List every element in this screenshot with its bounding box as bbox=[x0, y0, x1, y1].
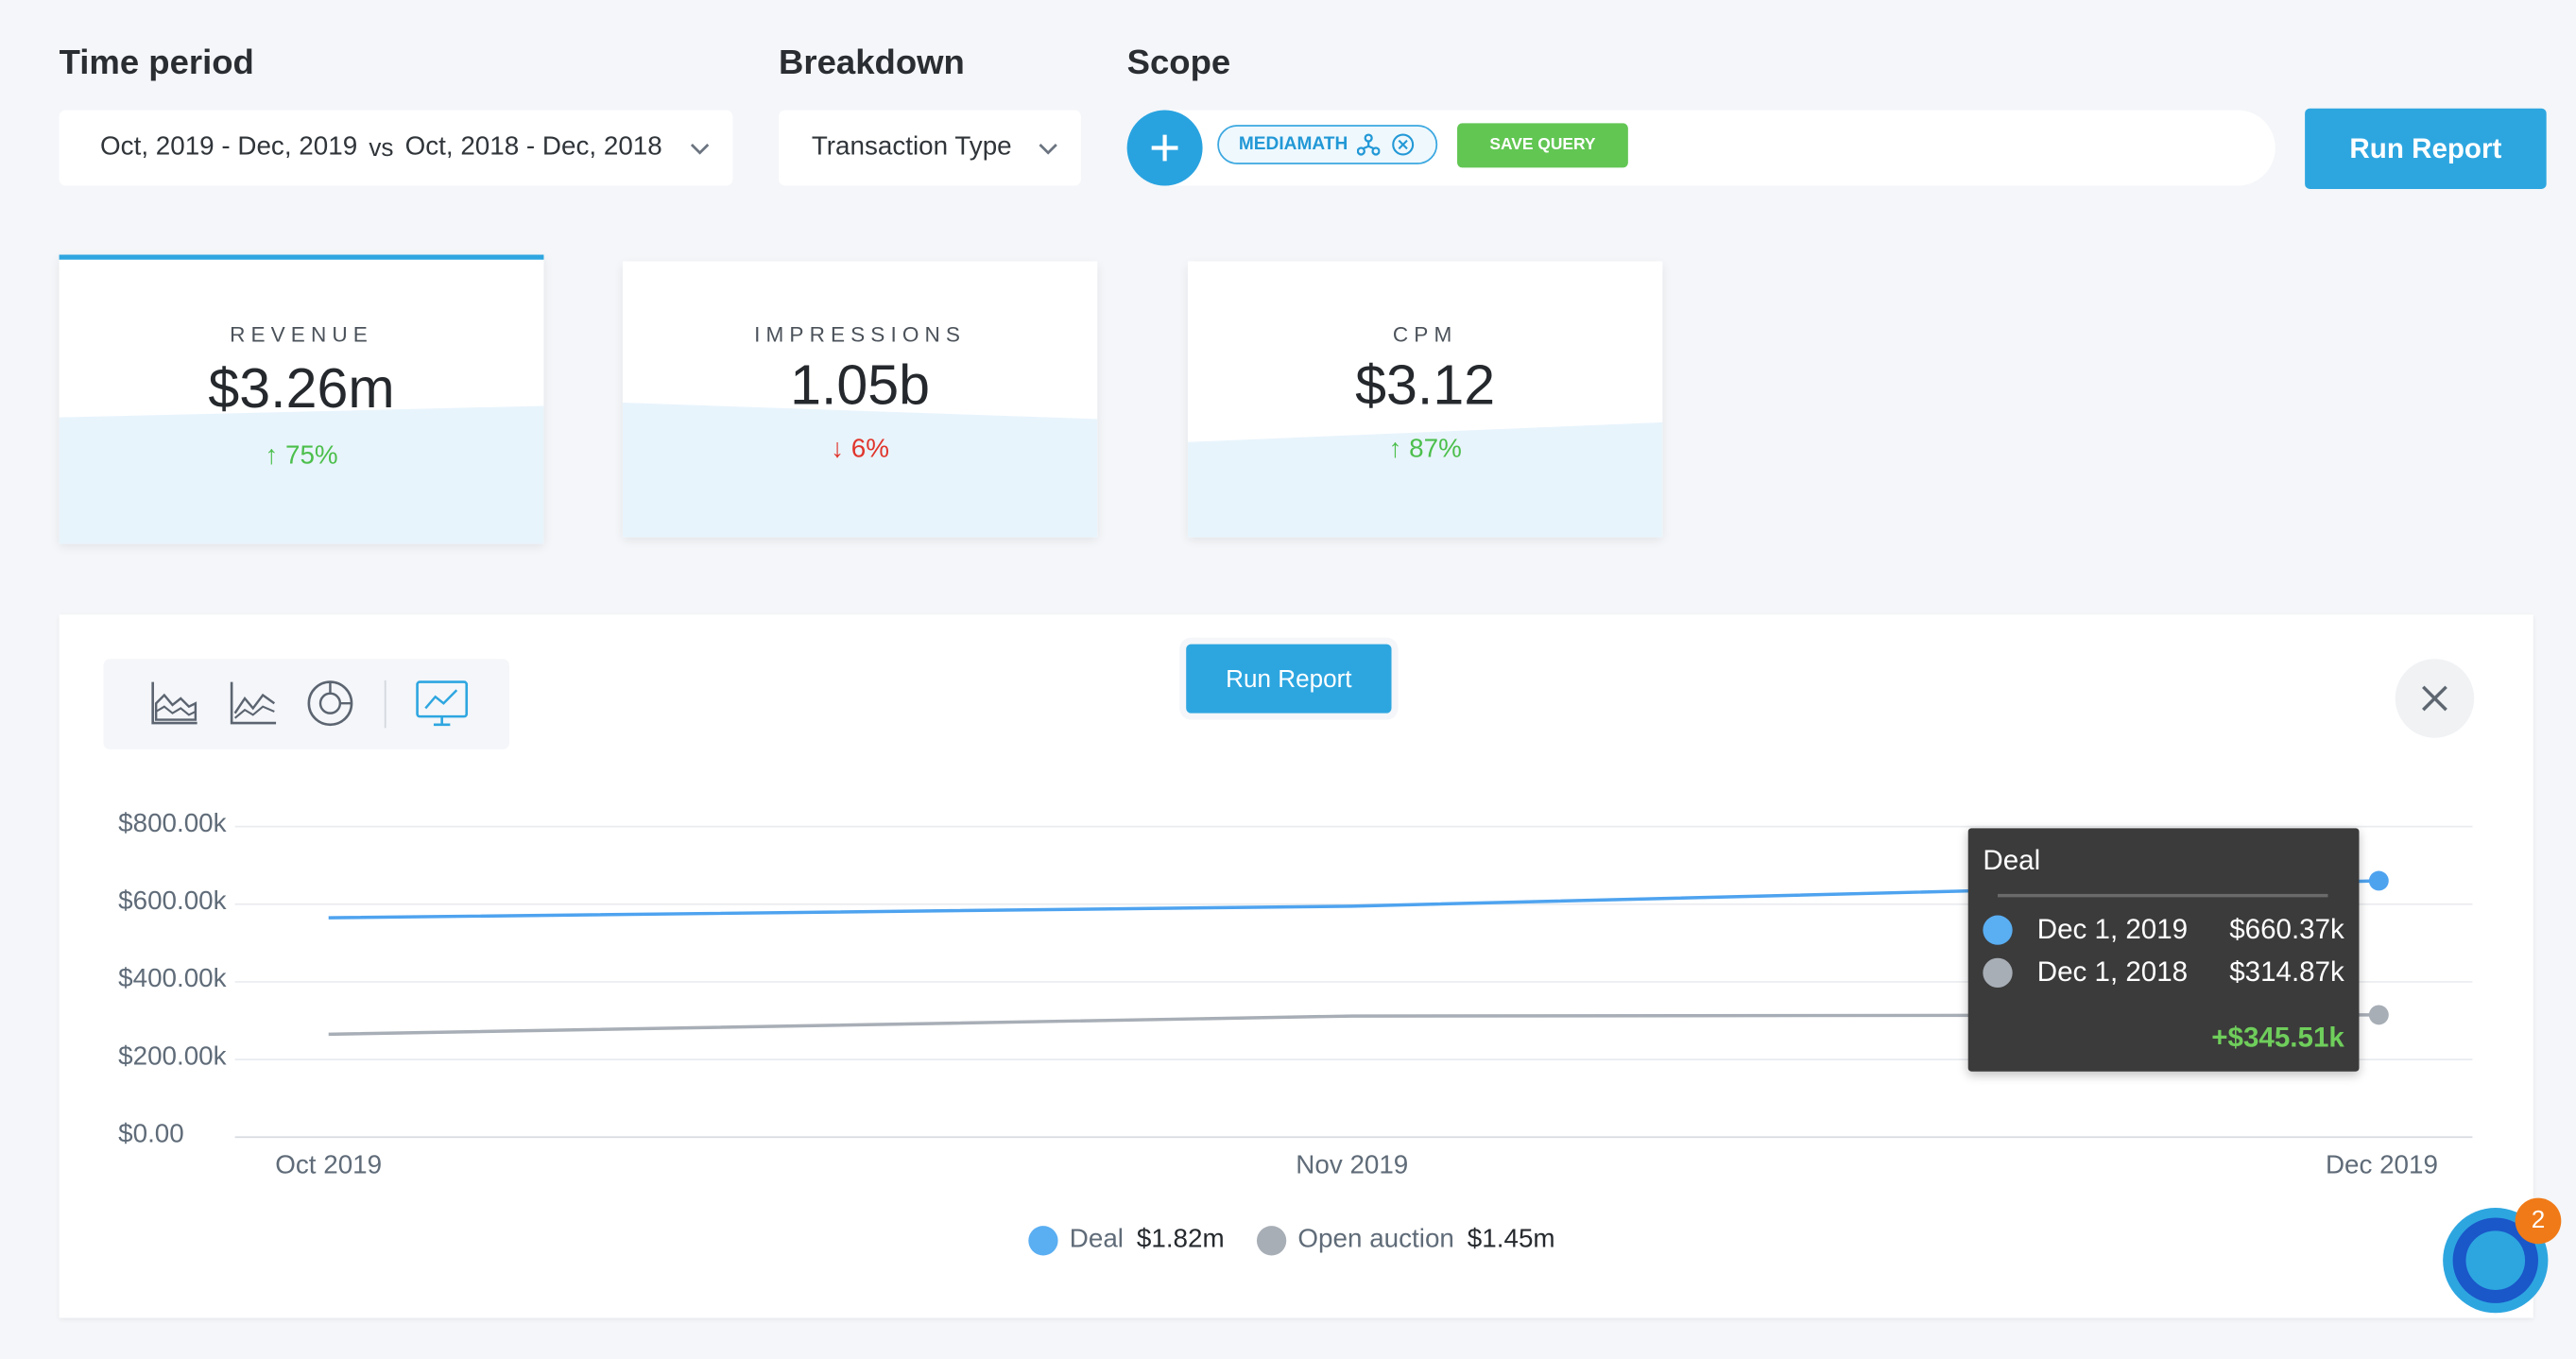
close-icon[interactable] bbox=[2395, 659, 2475, 738]
kpi-card-impressions[interactable]: IMPRESSIONS 1.05b ↓ 6% bbox=[622, 261, 1098, 538]
kpi-sparkline-area bbox=[59, 405, 544, 544]
x-tick-label: Oct 2019 bbox=[275, 1150, 382, 1179]
time-period-current: Oct, 2019 - Dec, 2019 bbox=[100, 132, 358, 162]
legend-dot bbox=[1256, 1226, 1287, 1256]
kpi-sparkline-area bbox=[1187, 421, 1663, 538]
hierarchy-icon bbox=[1357, 133, 1382, 156]
kpi-sparkline-area bbox=[622, 403, 1098, 538]
chart-run-report-button[interactable]: Run Report bbox=[1186, 644, 1392, 714]
scope-tag-mediamath[interactable]: MEDIAMATH bbox=[1217, 125, 1438, 164]
legend-total: $1.82m bbox=[1136, 1226, 1225, 1254]
chart-tooltip: Deal Dec 1, 2019 $660.37k Dec 1, 2018 $3… bbox=[1967, 828, 2360, 1072]
kpi-card-revenue[interactable]: REVENUE $3.26m ↑ 75% bbox=[59, 254, 544, 544]
y-tick-label: $600.00k bbox=[118, 886, 226, 915]
x-tick-label: Dec 2019 bbox=[2326, 1150, 2438, 1179]
tooltip-row-value: $660.37k bbox=[2229, 913, 2344, 945]
kpi-value: $3.26m bbox=[208, 358, 395, 421]
save-query-button[interactable]: SAVE QUERY bbox=[1457, 123, 1628, 168]
data-point bbox=[2368, 870, 2389, 891]
y-tick-label: $400.00k bbox=[118, 963, 226, 992]
chat-widget-button[interactable]: 2 bbox=[2440, 1197, 2562, 1316]
legend-item-deal[interactable]: Deal $1.82m bbox=[1028, 1226, 1225, 1256]
scope-label: Scope bbox=[1126, 43, 1231, 82]
legend-name: Deal bbox=[1069, 1226, 1124, 1254]
y-tick-label: $800.00k bbox=[118, 808, 226, 837]
plus-icon bbox=[1151, 134, 1178, 162]
time-period-vs: vs bbox=[369, 133, 394, 163]
chart-type-toolbar bbox=[103, 659, 509, 749]
chevron-down-icon bbox=[690, 135, 710, 160]
legend-name: Open auction bbox=[1297, 1226, 1454, 1254]
tooltip-divider bbox=[1998, 893, 2328, 898]
tooltip-row: Dec 1, 2019 $660.37k bbox=[1983, 912, 2344, 948]
legend-dot bbox=[1028, 1226, 1058, 1256]
monitor-chart-icon[interactable] bbox=[414, 676, 470, 731]
tooltip-title: Deal bbox=[1983, 844, 2041, 876]
kpi-title: IMPRESSIONS bbox=[754, 321, 967, 347]
time-period-select[interactable]: Oct, 2019 - Dec, 2019 vs Oct, 2018 - Dec… bbox=[59, 110, 733, 186]
kpi-value: 1.05b bbox=[790, 354, 931, 418]
kpi-title: REVENUE bbox=[230, 321, 373, 347]
tooltip-row-date: Dec 1, 2019 bbox=[2036, 913, 2189, 945]
time-period-label: Time period bbox=[59, 43, 254, 82]
remove-tag-icon[interactable] bbox=[1392, 133, 1415, 156]
breakdown-label: Breakdown bbox=[779, 43, 965, 82]
run-report-button[interactable]: Run Report bbox=[2305, 108, 2547, 189]
data-point bbox=[2368, 1005, 2389, 1025]
time-period-compare: Oct, 2018 - Dec, 2018 bbox=[404, 132, 662, 162]
area-chart-icon[interactable] bbox=[146, 676, 202, 731]
kpi-card-cpm[interactable]: CPM $3.12 ↑ 87% bbox=[1187, 261, 1663, 538]
chevron-down-icon bbox=[1039, 135, 1058, 160]
y-tick-label: $0.00 bbox=[118, 1118, 184, 1147]
kpi-value: $3.12 bbox=[1355, 354, 1496, 418]
kpi-delta: ↑ 87% bbox=[1388, 435, 1462, 464]
tooltip-row: Dec 1, 2018 $314.87k bbox=[1983, 955, 2344, 990]
x-tick-label: Nov 2019 bbox=[1296, 1150, 1408, 1179]
legend-item-open-auction[interactable]: Open auction $1.45m bbox=[1256, 1226, 1555, 1256]
kpi-delta: ↑ 75% bbox=[265, 441, 338, 471]
breakdown-value: Transaction Type bbox=[811, 132, 1012, 162]
tooltip-row-date: Dec 1, 2018 bbox=[2036, 955, 2189, 989]
toolbar-divider bbox=[384, 680, 386, 729]
series-dot-deal bbox=[1983, 915, 2013, 945]
donut-chart-icon[interactable] bbox=[302, 676, 358, 731]
notification-badge: 2 bbox=[2515, 1197, 2562, 1245]
tooltip-row-value: $314.87k bbox=[2229, 955, 2344, 989]
line-chart-icon[interactable] bbox=[225, 676, 281, 731]
add-scope-button[interactable] bbox=[1126, 110, 1203, 186]
legend-total: $1.45m bbox=[1467, 1226, 1555, 1254]
tooltip-diff: +$345.51k bbox=[2211, 1022, 2344, 1054]
y-tick-label: $200.00k bbox=[118, 1041, 226, 1070]
kpi-title: CPM bbox=[1392, 321, 1458, 347]
breakdown-select[interactable]: Transaction Type bbox=[779, 110, 1081, 186]
scope-tag-label: MEDIAMATH bbox=[1238, 134, 1348, 155]
series-dot-open-auction bbox=[1983, 957, 2013, 989]
kpi-delta: ↓ 6% bbox=[831, 435, 890, 464]
